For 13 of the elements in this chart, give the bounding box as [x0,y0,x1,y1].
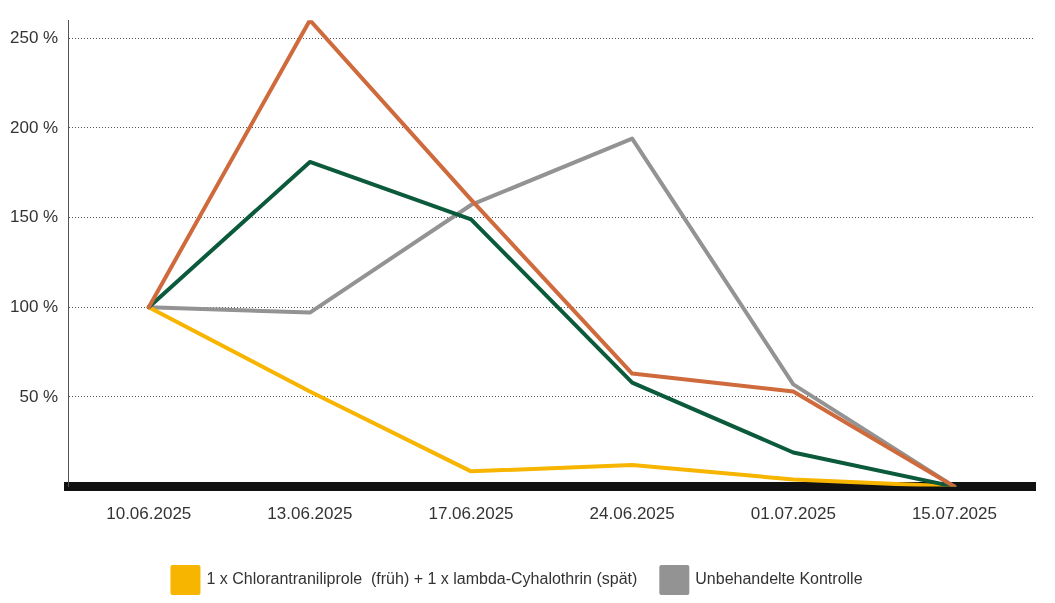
legend-label: 1 x Chlorantraniliprole (früh) + 1 x lambda-Cyhalothrin (spät) [206,570,638,588]
x-tick-label: 24.06.2025 [589,504,675,524]
x-tick-label: 13.06.2025 [267,504,353,524]
y-tick-label: 150 % [10,207,59,227]
x-tick-label: 10.06.2025 [106,504,192,524]
y-tick-label: 50 % [19,386,59,406]
x-tick-label: 15.07.2025 [911,504,997,524]
x-tick-label: 01.07.2025 [750,504,836,524]
y-tick-label: 200 % [10,117,59,137]
y-tick-label: 250 % [10,27,59,47]
x-tick-label: 17.06.2025 [428,504,514,524]
legend-label: Unbehandelte Kontrolle [695,570,863,588]
y-tick-label: 100 % [10,296,59,316]
